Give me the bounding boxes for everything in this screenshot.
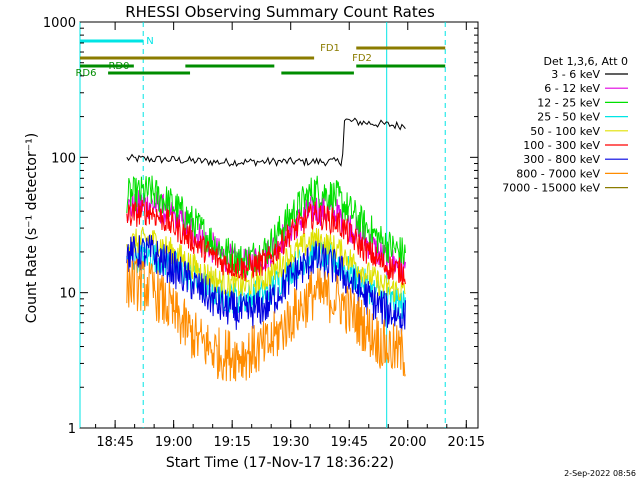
x-tick-label: 19:30	[272, 435, 309, 450]
plot-area	[79, 21, 479, 429]
x-tick-label: 19:15	[213, 435, 250, 450]
x-tick-label: 20:15	[448, 435, 485, 450]
legend-label: 12 - 25 keV	[537, 96, 600, 109]
y-tick-label: 1	[68, 422, 76, 437]
legend-label: 800 - 7000 keV	[516, 167, 600, 180]
y-axis: 1 10 100 1000	[43, 16, 478, 437]
x-tick-label: 20:00	[389, 435, 426, 450]
legend-label: 25 - 50 keV	[537, 111, 600, 124]
y-axis-label: Count Rate (s⁻¹ detector⁻¹)	[24, 133, 40, 323]
legend-label: 100 - 300 keV	[523, 139, 600, 152]
y-tick-label: 1000	[43, 16, 76, 31]
legend-label: 6 - 12 keV	[544, 82, 600, 95]
series-line-0	[126, 117, 406, 168]
flag-label-rd6: RD6	[75, 68, 96, 79]
x-axis: 18:45 19:00 19:15 19:30 19:45 20:00 20:15	[95, 22, 485, 450]
chart-title: RHESSI Observing Summary Count Rates	[125, 3, 435, 21]
date-stamp: 2-Sep-2022 08:56	[564, 469, 636, 478]
flag-label-fd2: FD2	[352, 53, 372, 64]
y-tick-label: 100	[51, 151, 76, 166]
series-line-6	[126, 234, 406, 335]
flag-label-fd1: FD1	[320, 43, 340, 54]
legend-label: 3 - 6 keV	[551, 68, 600, 81]
x-tick-label: 19:45	[331, 435, 368, 450]
flag-label-rd0: RD0	[108, 61, 129, 72]
series-line-7	[126, 258, 406, 382]
y-tick-label: 10	[59, 287, 76, 302]
x-axis-label: Start Time (17-Nov-17 18:36:22)	[166, 455, 394, 471]
flag-label-n: N	[146, 36, 153, 47]
legend-label: 300 - 800 keV	[523, 153, 600, 166]
legend-label: 7000 - 15000 keV	[502, 182, 600, 195]
x-tick-label: 18:45	[96, 435, 133, 450]
flag-bars: N FD1 FD2 RD0 RD6	[75, 36, 446, 79]
series-line-5	[126, 199, 406, 286]
legend-header: Det 1,3,6, Att 0	[544, 55, 628, 68]
legend-label: 50 - 100 keV	[530, 125, 600, 138]
x-tick-label: 19:00	[155, 435, 192, 450]
